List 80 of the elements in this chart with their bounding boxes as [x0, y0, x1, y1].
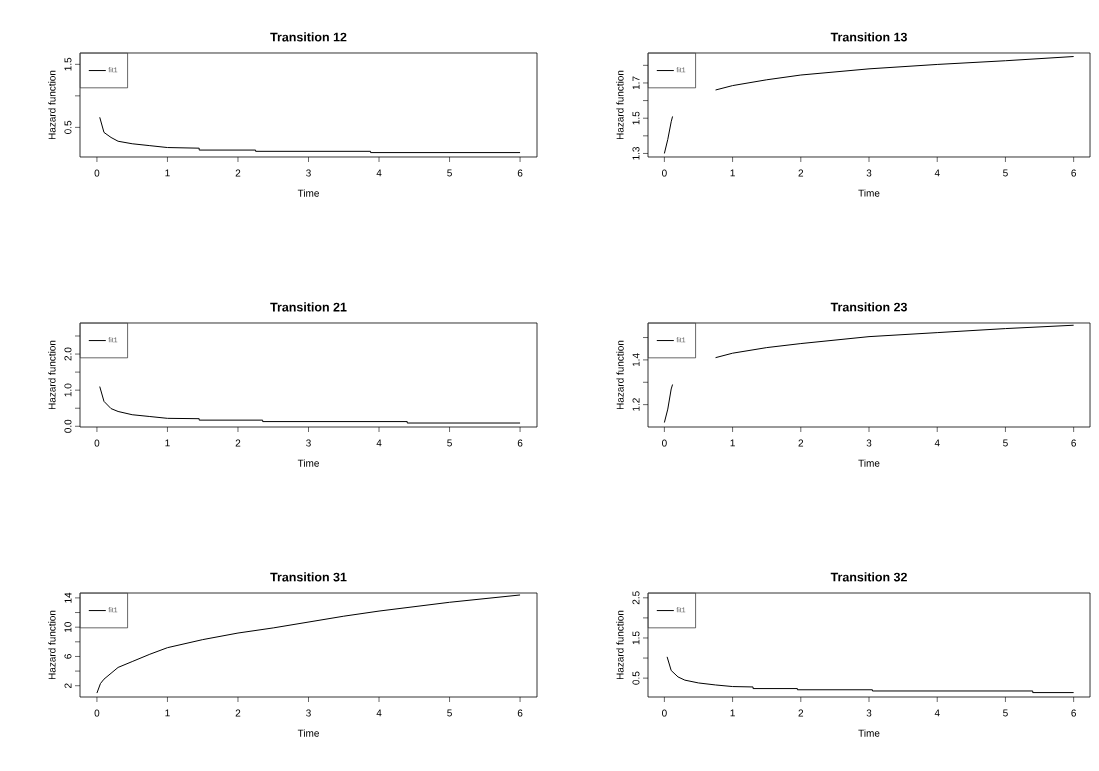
- y-axis-title: Hazard function: [616, 610, 624, 680]
- x-axis-title: Time: [297, 729, 319, 737]
- y-tick-label: 1.7: [632, 76, 640, 90]
- x-tick-label: 1: [730, 709, 735, 717]
- y-tick-label: 0.5: [632, 671, 640, 685]
- x-tick-label: 2: [798, 709, 804, 717]
- x-tick-label: 5: [447, 709, 452, 717]
- x-tick-label: 1: [165, 709, 170, 717]
- y-tick-label: 1.0: [64, 383, 72, 397]
- x-tick-label: 0: [94, 709, 100, 717]
- line-series: [99, 116, 521, 154]
- line-series: [666, 656, 1075, 694]
- line-series: [99, 386, 521, 424]
- x-tick-label: 0: [94, 439, 100, 447]
- chart-title: Transition 21: [270, 302, 347, 312]
- x-tick-label: 3: [306, 439, 311, 447]
- x-tick-label: 0: [662, 439, 667, 447]
- x-tick-label: 1: [165, 439, 170, 447]
- y-axis-title: Hazard function: [48, 70, 56, 140]
- x-tick-label: 4: [376, 169, 382, 177]
- x-axis-title: Time: [858, 729, 880, 737]
- x-tick-label: 2: [235, 169, 241, 177]
- x-tick-label: 6: [1071, 169, 1076, 177]
- chart-title: Transition 12: [270, 32, 347, 42]
- x-tick-label: 0: [94, 169, 100, 177]
- x-axis-title: Time: [297, 459, 319, 467]
- chart-title: Transition 23: [830, 302, 907, 312]
- x-tick-label: 6: [1071, 709, 1076, 717]
- x-tick-label: 5: [1003, 439, 1008, 447]
- x-tick-label: 6: [517, 439, 523, 447]
- x-tick-label: 6: [517, 169, 523, 177]
- y-axis-title: Hazard function: [616, 70, 624, 140]
- x-tick-label: 2: [798, 169, 804, 177]
- x-tick-label: 5: [447, 439, 452, 447]
- y-tick-label: 2.0: [64, 347, 72, 361]
- x-tick-label: 3: [306, 169, 311, 177]
- x-tick-label: 3: [866, 439, 872, 447]
- x-tick-label: 4: [934, 439, 940, 447]
- y-tick-label: 14: [64, 592, 72, 603]
- y-tick-label: 0.5: [64, 120, 72, 134]
- x-tick-label: 4: [934, 709, 940, 717]
- y-axis-title: Hazard function: [48, 340, 56, 410]
- y-tick-label: 10: [64, 622, 72, 632]
- y-tick-label: 1.5: [632, 111, 640, 125]
- x-tick-label: 5: [447, 169, 452, 177]
- x-tick-label: 2: [798, 439, 804, 447]
- y-tick-label: 1.3: [632, 146, 640, 160]
- x-tick-label: 3: [866, 169, 872, 177]
- x-tick-label: 0: [662, 169, 667, 177]
- y-axis-title: Hazard function: [616, 340, 624, 410]
- x-tick-label: 3: [866, 709, 872, 717]
- y-tick-label: 6: [64, 654, 72, 659]
- y-tick-label: 0.0: [64, 419, 72, 433]
- y-tick-label: 1.5: [632, 631, 640, 645]
- x-tick-label: 2: [235, 709, 241, 717]
- x-axis-title: Time: [858, 459, 880, 467]
- x-axis-title: Time: [858, 189, 880, 197]
- x-tick-label: 1: [730, 169, 735, 177]
- x-tick-label: 2: [235, 439, 241, 447]
- x-tick-label: 5: [1003, 169, 1008, 177]
- y-tick-label: 1.2: [632, 398, 640, 411]
- x-tick-label: 5: [1003, 709, 1008, 717]
- x-tick-label: 4: [376, 709, 382, 717]
- x-tick-label: 1: [165, 169, 170, 177]
- y-tick-label: 2: [64, 683, 72, 688]
- x-axis-title: Time: [297, 189, 319, 197]
- chart-title: Transition 31: [270, 572, 347, 582]
- y-axis-title: Hazard function: [48, 610, 56, 680]
- x-tick-label: 4: [934, 169, 940, 177]
- x-tick-label: 6: [517, 709, 523, 717]
- x-tick-label: 6: [1071, 439, 1076, 447]
- x-tick-label: 0: [662, 709, 667, 717]
- x-tick-label: 1: [730, 439, 735, 447]
- chart-title: Transition 32: [830, 572, 907, 582]
- y-tick-label: 1.5: [64, 57, 72, 71]
- y-tick-label: 1.4: [632, 353, 640, 367]
- y-tick-label: 2.5: [632, 591, 640, 605]
- x-tick-label: 4: [376, 439, 382, 447]
- chart-title: Transition 13: [830, 32, 907, 42]
- x-tick-label: 3: [306, 709, 311, 717]
